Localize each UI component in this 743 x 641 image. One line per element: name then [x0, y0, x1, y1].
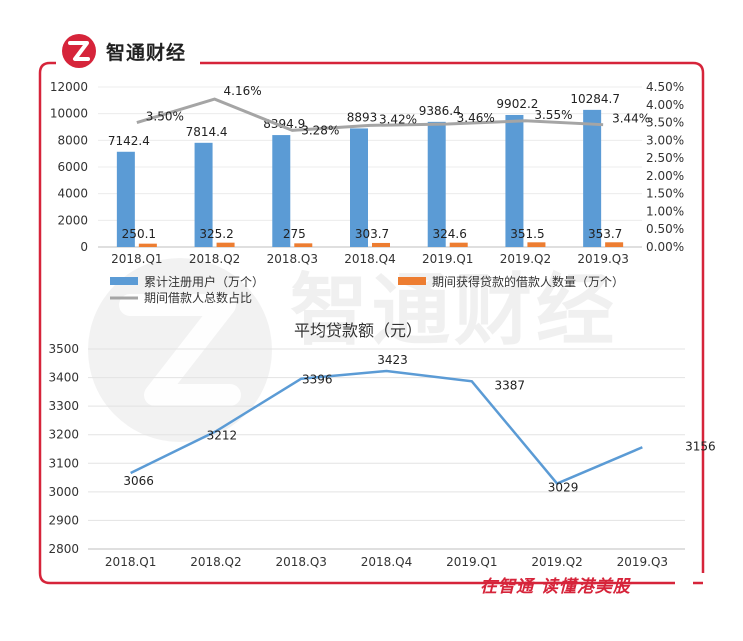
borrowers-bar — [605, 242, 624, 247]
top-y2-tick-label: 4.00% — [646, 98, 684, 112]
top-y2-axis: 0.00% 0.50% 1.00% 1.50% 2.00% 2.50% 3.00% 3.50%… — [646, 80, 684, 254]
users-data-label: 7814.4 — [186, 125, 228, 139]
users-bar — [194, 142, 213, 247]
borrowers-data-label: 303.7 — [355, 227, 389, 241]
ratio-data-label: 3.46% — [457, 111, 495, 125]
ratio-data-label: 3.28% — [301, 123, 339, 137]
borrowers-bar — [216, 242, 235, 247]
top-y2-tick-label: 3.50% — [646, 116, 684, 130]
borrowers-data-label: 324.6 — [433, 227, 467, 241]
borrowers-bar — [449, 242, 468, 247]
users-bar — [116, 151, 135, 247]
ratio-data-label: 3.50% — [146, 110, 184, 124]
top-y-tick-label: 0 — [80, 240, 88, 254]
borrowers-bar — [372, 242, 390, 247]
ratio-data-label: 3.42% — [379, 112, 417, 126]
legend-users-swatch — [110, 277, 138, 285]
ratio-data-label: 3.44% — [612, 112, 650, 126]
users-data-label: 8394.9 — [263, 117, 305, 131]
top-bars: 7142.4 250.1 7814.4 325.2 8394.9 275 8893 303.7… — [108, 92, 624, 247]
users-data-label: 7142.4 — [108, 134, 150, 148]
top-y-tick-label: 12000 — [50, 80, 88, 94]
top-x-tick-label: 2019.Q1 — [422, 252, 473, 266]
users-bar — [583, 109, 602, 247]
users-data-label: 9902.2 — [496, 97, 538, 111]
borrowers-bar — [527, 242, 546, 247]
borrowers-bar — [138, 243, 157, 247]
ratio-data-label: 4.16% — [224, 84, 262, 98]
borrowers-data-label: 351.5 — [510, 227, 544, 241]
ratio-data-label: 3.55% — [534, 108, 572, 122]
borrowers-data-label: 353.7 — [588, 227, 622, 241]
top-y-tick-label: 6000 — [57, 160, 88, 174]
top-y2-tick-label: 2.00% — [646, 169, 684, 183]
watermark-text: 智通财经 — [290, 266, 619, 356]
top-x-tick-label: 2018.Q4 — [344, 252, 395, 266]
top-y2-tick-label: 1.00% — [646, 204, 684, 218]
logo-icon — [62, 34, 96, 68]
footer-slogan: 在智通 读懂港美股 — [480, 577, 631, 597]
top-y2-tick-label: 2.50% — [646, 151, 684, 165]
top-y2-tick-label: 0.00% — [646, 240, 684, 254]
top-gridlines — [98, 86, 642, 248]
top-y2-tick-label: 1.50% — [646, 187, 684, 201]
top-y2-tick-label: 0.50% — [646, 222, 684, 236]
top-x-tick-label: 2019.Q2 — [500, 252, 551, 266]
users-bar — [427, 121, 446, 247]
top-y-tick-label: 10000 — [50, 107, 88, 121]
borrowers-bar — [294, 243, 313, 247]
top-y-axis: 0 2000 4000 6000 8000 10000 12000 — [50, 80, 88, 254]
legend-borrowers-label: 期间获得贷款的借款人数量（万个） — [432, 274, 624, 289]
top-x-tick-label: 2018.Q2 — [189, 252, 240, 266]
frame-border — [38, 61, 705, 585]
legend-users-label: 累计注册用户（万个） — [144, 274, 264, 289]
borrowers-data-label: 275 — [283, 227, 306, 241]
top-y-tick-label: 4000 — [57, 187, 88, 201]
borrowers-data-label: 250.1 — [122, 227, 156, 241]
top-ratio-line: 3.50% 4.16% 3.28% 3.42% 3.46% 3.55% 3.44% — [136, 84, 650, 137]
brand-name: 智通财经 — [106, 42, 187, 64]
top-y2-tick-label: 3.00% — [646, 133, 684, 147]
top-y2-tick-label: 4.50% — [646, 80, 684, 94]
legend-borrowers-swatch — [398, 277, 426, 285]
legend-ratio-label: 期间借款人总数占比 — [144, 290, 252, 305]
top-y-tick-label: 2000 — [57, 213, 88, 227]
top-y-tick-label: 8000 — [57, 133, 88, 147]
combo-chart: 0 2000 4000 6000 8000 10000 12000 0.00% 0.50% 1.… — [50, 80, 684, 305]
borrowers-data-label: 325.2 — [199, 227, 233, 241]
users-data-label: 8893 — [347, 110, 378, 124]
ratio-line-path — [136, 97, 604, 132]
users-bar — [350, 128, 368, 247]
users-bar — [272, 135, 291, 247]
top-x-tick-label: 2019.Q3 — [577, 252, 628, 266]
users-bar — [505, 114, 524, 247]
top-x-axis: 2018.Q1 2018.Q2 2018.Q3 2018.Q4 2019.Q1 2019.… — [111, 252, 629, 266]
users-data-label: 10284.7 — [570, 92, 620, 106]
users-data-label: 9386.4 — [419, 104, 461, 118]
top-x-tick-label: 2018.Q1 — [111, 252, 162, 266]
top-x-tick-label: 2018.Q3 — [267, 252, 318, 266]
top-legend: 累计注册用户（万个） 期间获得贷款的借款人数量（万个） 期间借款人总数占比 — [110, 274, 624, 305]
